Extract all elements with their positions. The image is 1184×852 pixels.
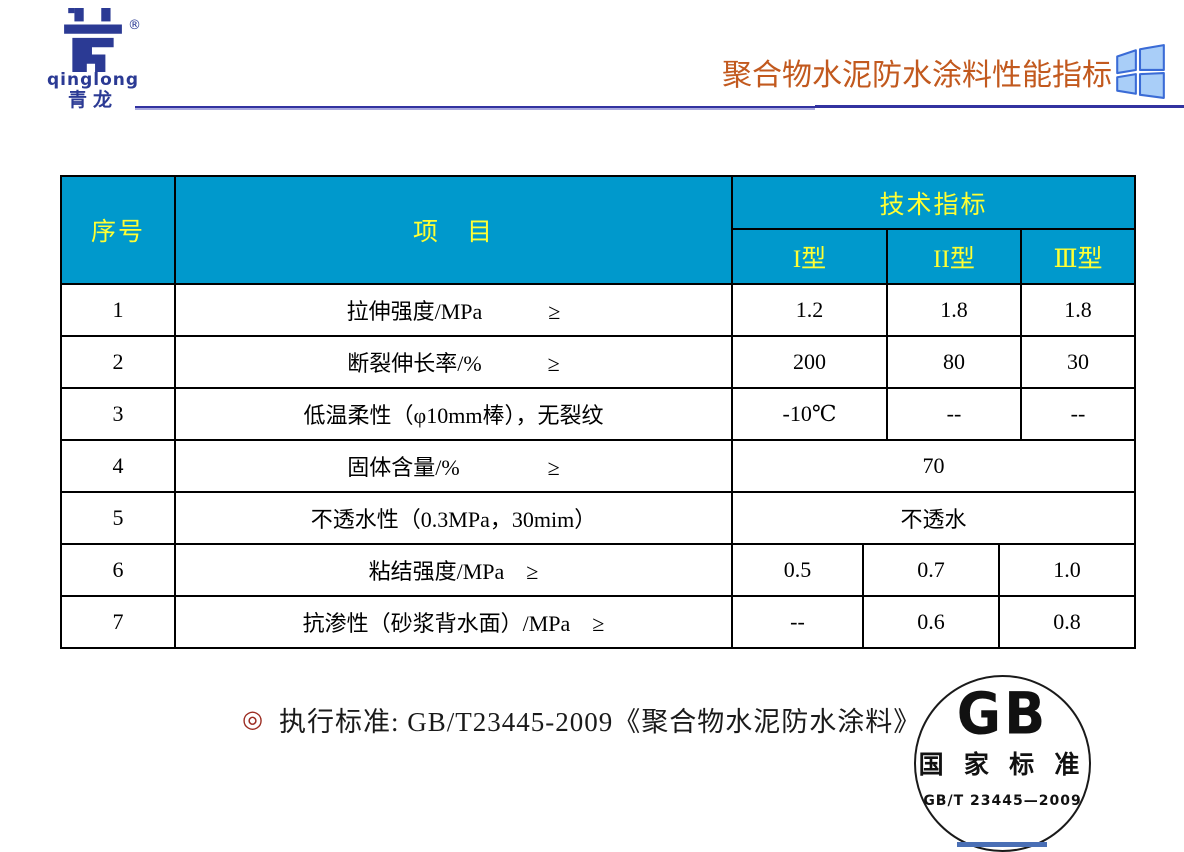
gb-seal-letters: GB [956,679,1049,748]
gb-seal-title: 国 家 标 准 [918,752,1087,779]
brand-name-en: qinglong [46,70,140,90]
row-item: 粘结强度/MPa ≥ [176,545,733,595]
performance-table: 序号 项 目 技术指标 I型 II型 Ⅲ型 1 拉伸强度/MPa ≥1.2 1.8 1.8… [60,175,1136,649]
gb-seal-code: GB/T 23445—2009 [923,793,1082,809]
header-rule-left [135,106,815,110]
row-value-1: 0.5 [733,545,864,595]
standard-note: ◎ 执行标准: GB/T23445-2009《聚合物水泥防水涂料》 [242,700,921,739]
row-number: 6 [62,545,176,595]
table-row: 6 粘结强度/MPa ≥0.5 0.7 1.0 [62,543,1134,595]
column-header-item: 项 目 [176,177,733,283]
column-header-tech-title: 技术指标 [733,177,1134,230]
gb-standard-seal: GB 国 家 标 准 GB/T 23445—2009 [914,675,1091,852]
row-value-2: 1.8 [888,285,1022,335]
table-row: 2 断裂伸长率/% ≥200 80 30 [62,335,1134,387]
row-value-span: 70 [922,453,945,478]
row-value-1: -- [733,597,864,647]
row-item: 固体含量/% ≥ [176,441,733,491]
row-value-3: 1.0 [1053,557,1081,582]
table-header: 序号 项 目 技术指标 I型 II型 Ⅲ型 [62,177,1134,283]
row-number: 3 [62,389,176,439]
table-row: 1 拉伸强度/MPa ≥1.2 1.8 1.8 [62,283,1134,335]
type-header-row: I型 II型 Ⅲ型 [733,230,1134,283]
row-value-2: 0.6 [864,597,1000,647]
row-number: 5 [62,493,176,543]
column-header-tech-group: 技术指标 I型 II型 Ⅲ型 [733,177,1134,283]
window-panes-icon [1116,44,1165,99]
gb-seal-ribbon [957,842,1047,847]
row-value-3: 30 [1067,349,1089,374]
table-body: 1 拉伸强度/MPa ≥1.2 1.8 1.8 2 断裂伸长率/% ≥200 80 30 3 低温… [62,283,1134,647]
row-value-3: -- [1070,401,1086,426]
header-rule-right [815,105,1184,108]
qinglong-logo-icon [64,8,122,72]
row-value-1: 1.2 [733,285,888,335]
row-value-1: 200 [733,337,888,387]
row-value-2: -- [888,389,1022,439]
type-header-3: Ⅲ型 [1053,245,1103,273]
table-row: 4 固体含量/% ≥ 70 [62,439,1134,491]
brand-logo: ® qinglong 青龙 [28,8,158,112]
row-value-2: 80 [888,337,1022,387]
type-header-1: I型 [733,230,888,283]
table-row: 3 低温柔性（φ10mm棒），无裂纹 -10℃ -- -- [62,387,1134,439]
page-title: 聚合物水泥防水涂料性能指标 [722,59,1112,92]
table-row: 5 不透水性（0.3MPa，30mim） 不透水 [62,491,1134,543]
row-value-3: 1.8 [1064,297,1092,322]
column-header-no: 序号 [62,177,176,283]
type-header-2: II型 [888,230,1022,283]
row-item: 不透水性（0.3MPa，30mim） [176,493,733,543]
row-value-span: 不透水 [900,507,967,532]
row-item: 拉伸强度/MPa ≥ [176,285,733,335]
row-value-3: 0.8 [1053,609,1081,634]
registered-trademark-icon: ® [128,18,141,33]
standard-note-text: 执行标准: GB/T23445-2009《聚合物水泥防水涂料》 [278,707,922,737]
row-value-2: 0.7 [864,545,1000,595]
row-number: 4 [62,441,176,491]
row-number: 7 [62,597,176,647]
row-value-1: -10℃ [733,389,888,439]
brand-name-cn: 青龙 [67,89,118,111]
row-number: 2 [62,337,176,387]
double-circle-bullet-icon: ◎ [242,706,263,733]
row-item: 低温柔性（φ10mm棒），无裂纹 [176,389,733,439]
row-number: 1 [62,285,176,335]
row-item: 抗渗性（砂浆背水面）/MPa ≥ [176,597,733,647]
table-row: 7 抗渗性（砂浆背水面）/MPa ≥ -- 0.6 0.8 [62,595,1134,647]
row-item: 断裂伸长率/% ≥ [176,337,733,387]
